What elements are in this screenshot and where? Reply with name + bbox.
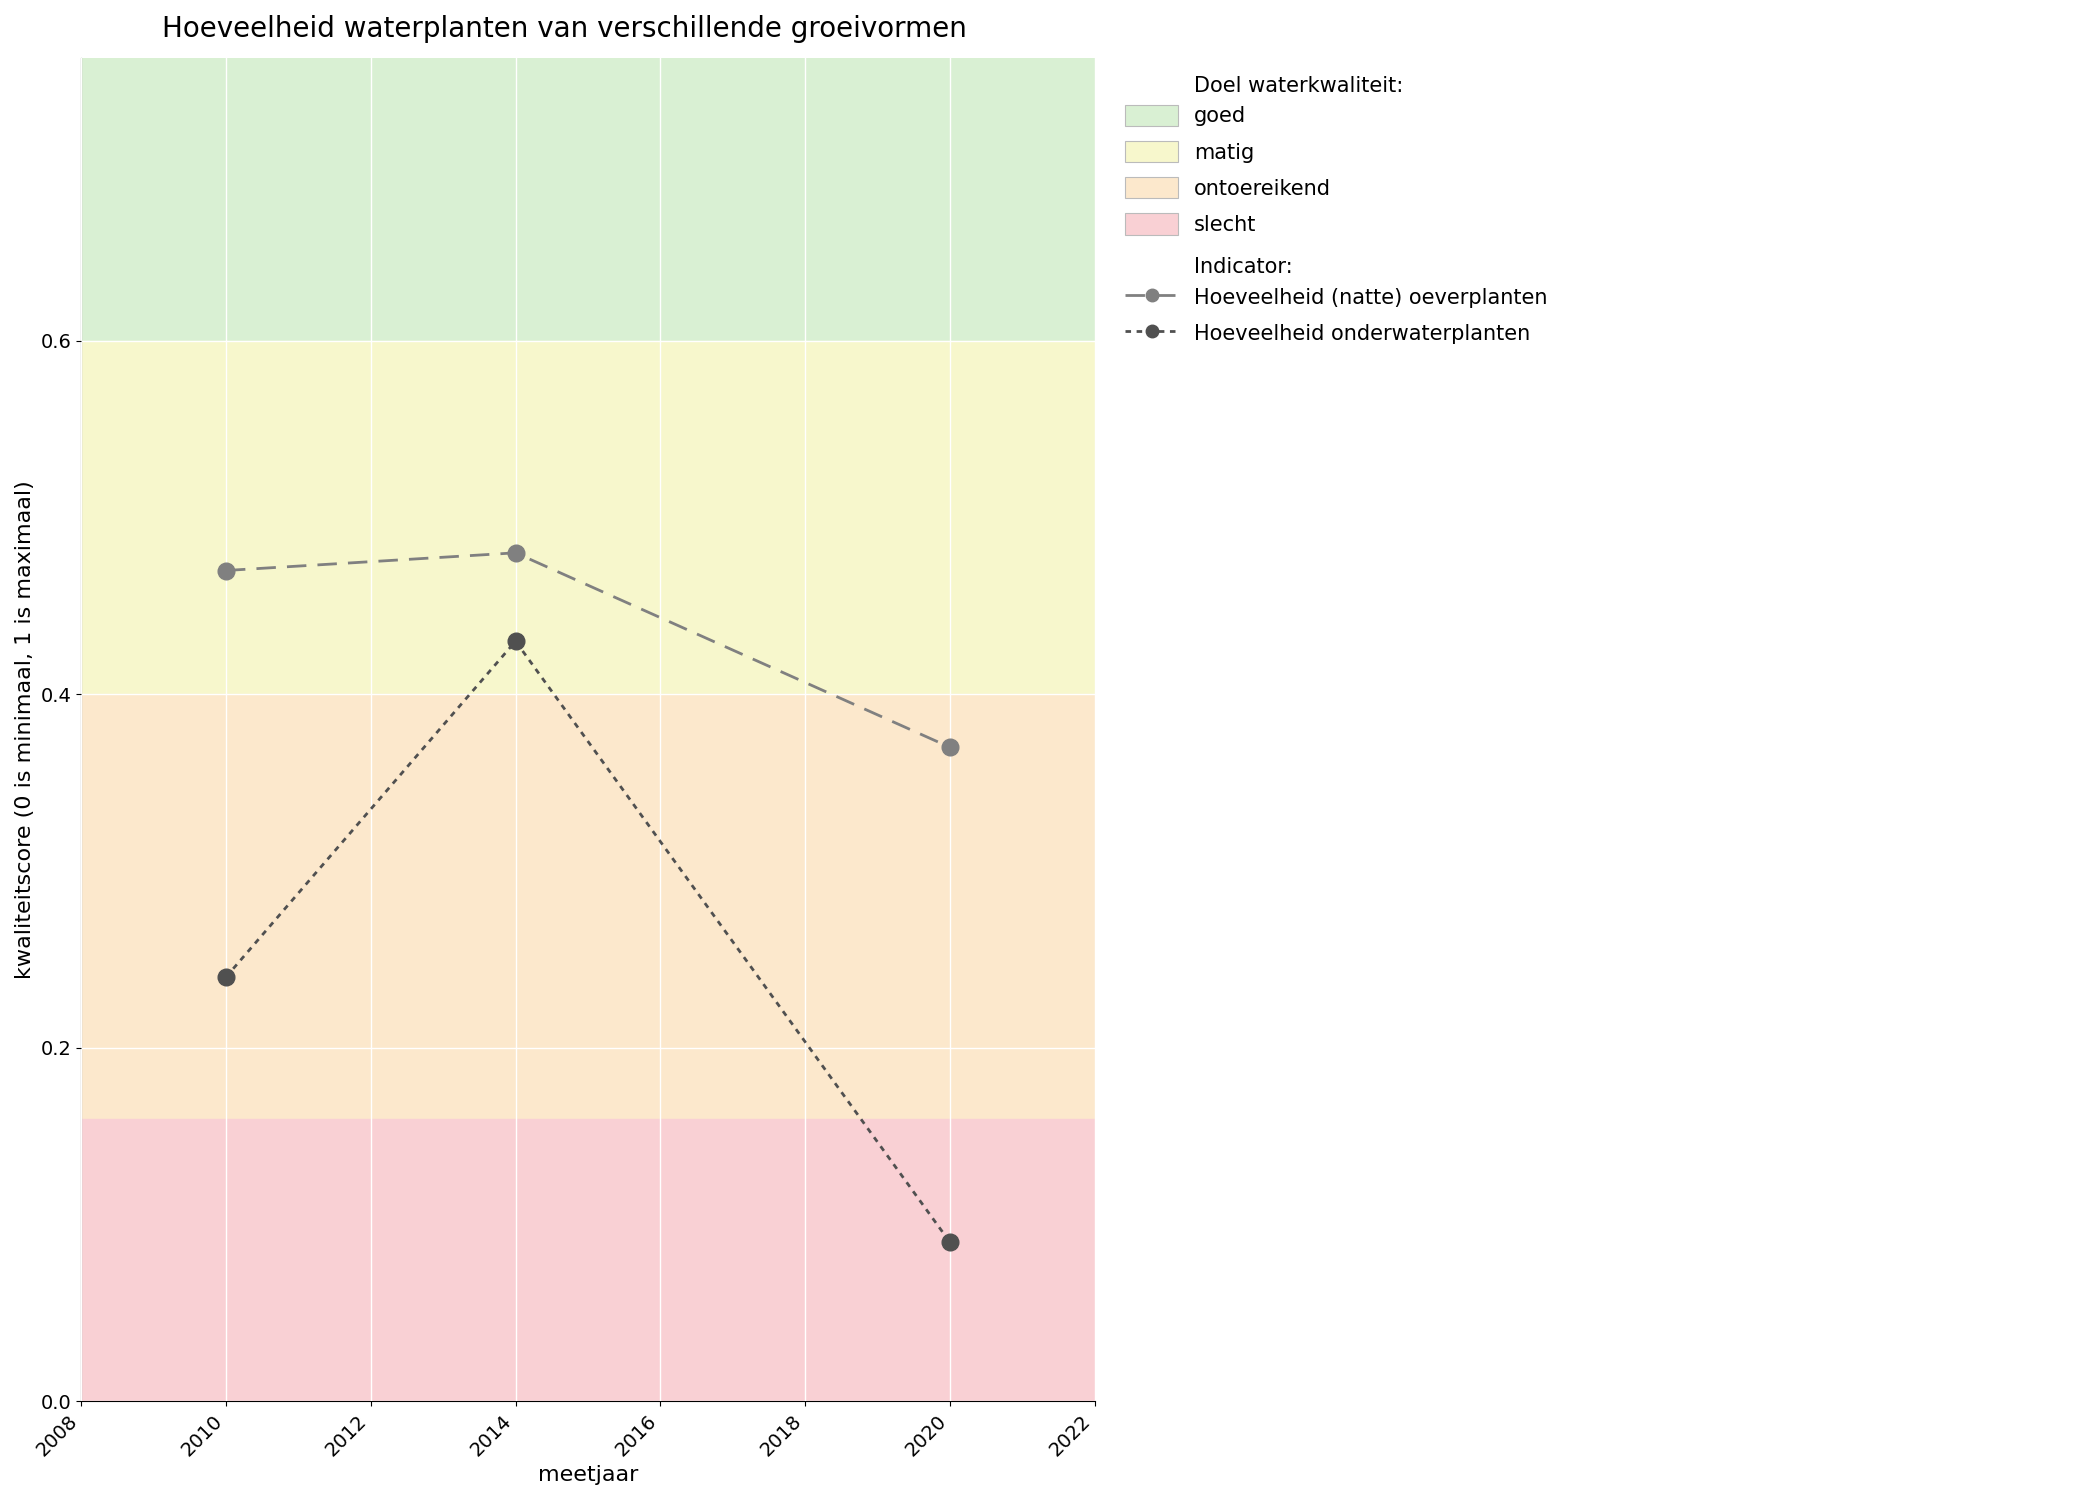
- Bar: [82, 1119, 1094, 1401]
- Y-axis label: kwaliteitscore (0 is minimaal, 1 is maximaal): kwaliteitscore (0 is minimaal, 1 is maxi…: [15, 480, 36, 980]
- Legend: Doel waterkwaliteit:, goed, matig, ontoereikend, slecht, Indicator:, Hoeveelheid: Doel waterkwaliteit:, goed, matig, ontoe…: [1126, 68, 1548, 344]
- Bar: [82, 694, 1094, 1119]
- Bar: [82, 340, 1094, 694]
- Text: Hoeveelheid waterplanten van verschillende groeivormen: Hoeveelheid waterplanten van verschillen…: [162, 15, 968, 44]
- X-axis label: meetjaar: meetjaar: [538, 1466, 638, 1485]
- Bar: [82, 58, 1094, 340]
